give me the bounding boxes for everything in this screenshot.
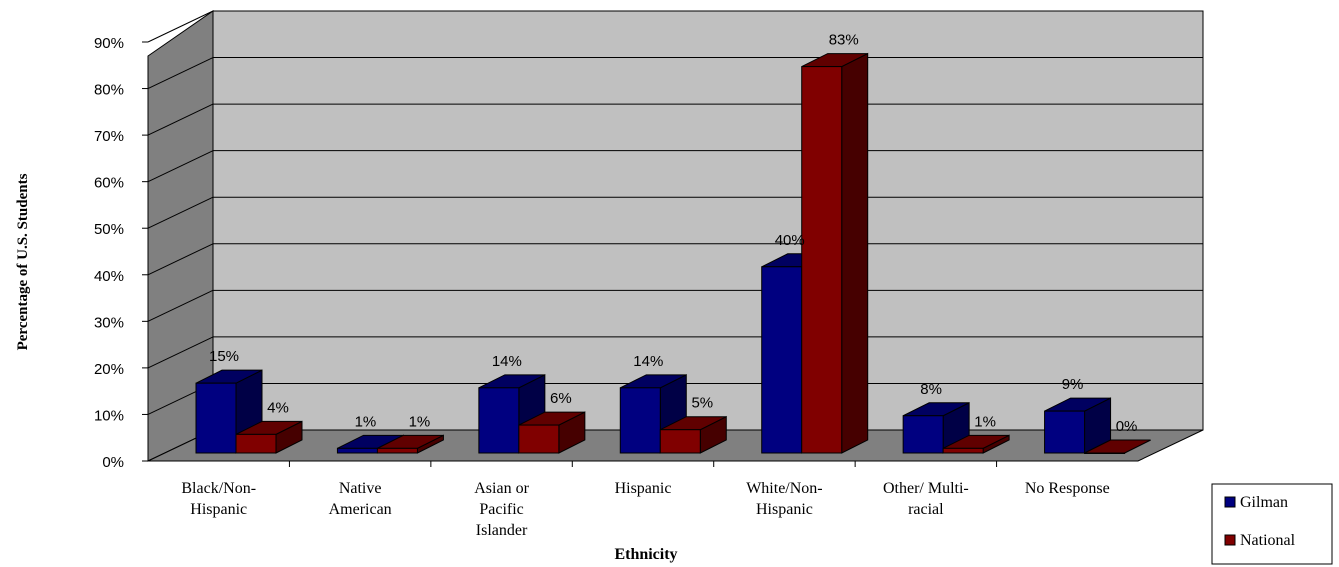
y-tick-label: 90% <box>94 35 124 52</box>
bar-gilman-front <box>478 387 520 454</box>
x-tick-label: White/Non- Hispanic <box>746 480 822 518</box>
x-tick-label-line: Other/ Multi- <box>883 480 969 497</box>
y-axis-title: Percentage of U.S. Students <box>15 173 31 350</box>
gridline-side <box>147 57 214 90</box>
x-tick-label: Native American <box>329 480 392 518</box>
data-label-gilman: 1% <box>355 413 377 430</box>
y-axis-ticks: 0% 10% 20% 30% 40% 50% 60% 70% 80% 90% <box>94 35 1138 471</box>
gridline-side <box>147 289 214 322</box>
bar-national <box>376 434 444 454</box>
x-tick-label-line: Native <box>339 480 382 497</box>
bar-national <box>235 420 303 454</box>
x-axis-ticks: Black/Non- Hispanic Native American Asian or… <box>181 461 1110 539</box>
gridline-side <box>147 196 214 229</box>
bar-gilman-front <box>619 387 661 454</box>
bar-national-front <box>942 447 984 454</box>
bar-national-front <box>518 424 560 454</box>
gridline-side <box>147 336 214 369</box>
data-label-gilman: 9% <box>1062 376 1084 393</box>
y-tick-label: 50% <box>94 221 124 238</box>
data-label-national: 0% <box>1116 418 1138 435</box>
x-tick-label: Asian or Pacific Islander <box>474 480 529 539</box>
x-tick-label: Black/Non- Hispanic <box>181 480 256 518</box>
y-tick-label: 10% <box>94 407 124 424</box>
data-label-national: 1% <box>409 413 431 430</box>
x-tick-label-line: No Response <box>1025 480 1110 497</box>
y-tick-label: 60% <box>94 175 124 192</box>
data-label-gilman: 14% <box>492 353 522 370</box>
x-tick-label-line: racial <box>908 501 944 518</box>
x-tick-label-line: American <box>329 501 392 518</box>
gridline-side <box>147 150 214 183</box>
x-tick-label-line: Pacific <box>479 501 523 518</box>
bar-national <box>942 434 1010 454</box>
bar-national-front <box>235 433 277 454</box>
data-label-gilman: 40% <box>775 232 805 249</box>
y-tick-label: 80% <box>94 82 124 99</box>
x-tick-label-line: Hispanic <box>615 480 672 497</box>
data-label-national: 1% <box>974 413 996 430</box>
y-tick-label: 70% <box>94 128 124 145</box>
gridline-side <box>147 243 214 276</box>
legend-label: Gilman <box>1240 494 1288 511</box>
x-tick-label: Hispanic <box>615 480 672 497</box>
data-label-national: 83% <box>829 32 859 49</box>
y-tick-label: 30% <box>94 314 124 331</box>
bar-gilman-front <box>1044 410 1086 454</box>
bar-gilman <box>1044 397 1112 454</box>
data-label-national: 5% <box>691 395 713 412</box>
gridlines <box>147 10 1203 415</box>
bar-national-front <box>376 447 418 454</box>
x-tick-label-line: Hispanic <box>756 501 813 518</box>
bar-gilman <box>478 374 546 454</box>
x-tick-label: No Response <box>1025 480 1110 497</box>
y-tick-label: 0% <box>102 454 124 471</box>
bar-national <box>659 415 727 454</box>
data-labels: 15% 4% 1% 1% 14% 6% 14% 5% 40% 83% 8% 1% 9% 0% <box>209 32 1137 435</box>
data-label-gilman: 14% <box>633 353 663 370</box>
bar-national <box>518 411 586 454</box>
bar-gilman <box>902 401 970 454</box>
x-tick-label-line: Islander <box>476 522 528 539</box>
data-label-gilman: 15% <box>209 348 239 365</box>
legend-swatch <box>1224 496 1236 508</box>
bar-gilman-front <box>761 266 803 454</box>
bar-national-front <box>659 429 701 454</box>
x-tick-label-line: White/Non- <box>746 480 822 497</box>
bar-national-side <box>841 52 869 454</box>
legend: Gilman National <box>1211 483 1333 565</box>
x-tick-label: Other/ Multi-racial <box>883 480 969 518</box>
bar-gilman-front <box>902 415 944 454</box>
bars <box>195 52 1151 454</box>
bar-gilman-front <box>195 382 237 454</box>
x-axis-title: Ethnicity <box>614 546 677 563</box>
gridline-side <box>147 10 214 43</box>
x-tick-label-line: Asian or <box>474 480 529 497</box>
x-tick-label-line: Hispanic <box>190 501 247 518</box>
legend-label: National <box>1240 532 1296 549</box>
back-wall <box>212 10 1204 431</box>
data-label-national: 4% <box>267 399 289 416</box>
data-label-gilman: 8% <box>920 381 942 398</box>
data-label-national: 6% <box>550 390 572 407</box>
y-tick-label: 20% <box>94 361 124 378</box>
bar-national <box>1084 439 1151 454</box>
bar-national <box>801 52 869 454</box>
bar-national-front <box>801 66 843 454</box>
gridline-side <box>147 103 214 136</box>
bar-gilman-front <box>336 447 378 454</box>
x-tick-label-line: Black/Non- <box>181 480 256 497</box>
y-tick-label: 40% <box>94 268 124 285</box>
bar-national-front <box>1084 452 1126 454</box>
legend-swatch <box>1224 534 1236 546</box>
